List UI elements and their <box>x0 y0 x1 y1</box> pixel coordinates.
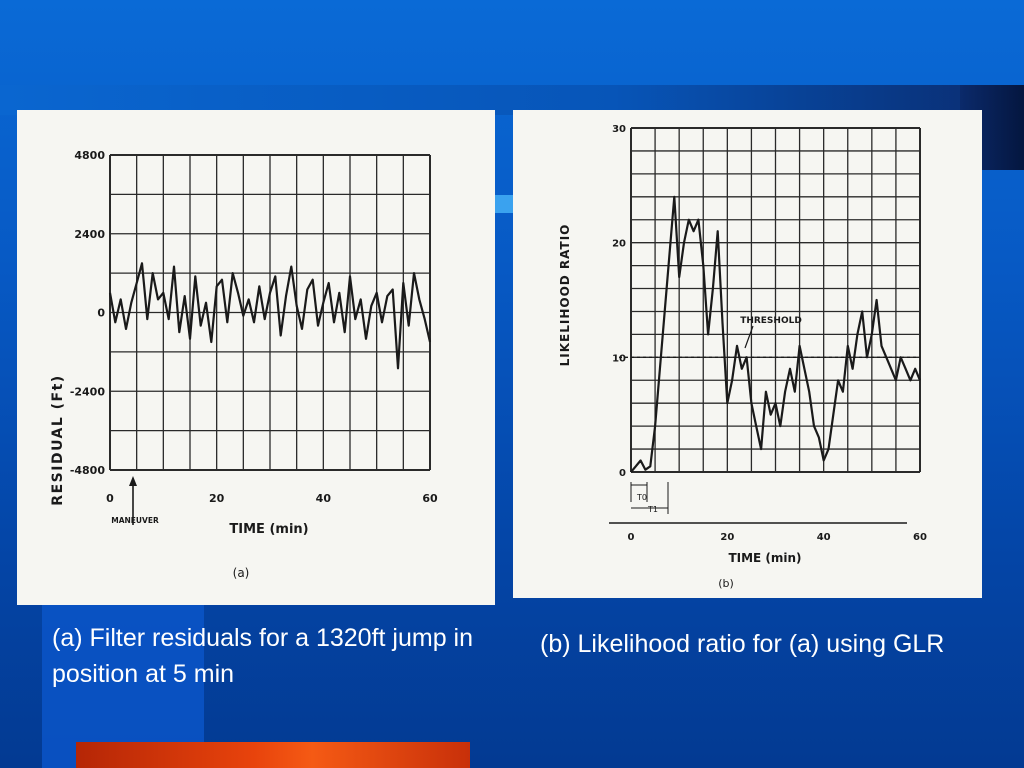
x-tick-label: 20 <box>720 532 734 543</box>
x-tick-label: 40 <box>316 492 332 505</box>
threshold-label: THRESHOLD <box>740 316 802 326</box>
left-accent-column <box>42 600 204 768</box>
y-tick-label: 20 <box>612 239 626 250</box>
y-tick-label: -2400 <box>70 385 106 398</box>
caption-likelihood-ratio: (b) Likelihood ratio for (a) using GLR <box>540 630 945 658</box>
likelihood-chart: 0 10 20 30 0 20 40 60 THRESHOLD LIKELIHOOD RAT… <box>558 124 927 590</box>
residual-chart: 4800 2400 0 -2400 -4800 0 20 40 60 RESIDUAL (Ft… <box>50 149 438 580</box>
residual-chart-panel: 4800 2400 0 -2400 -4800 0 20 40 60 RESIDUAL (Ft… <box>17 110 495 605</box>
likelihood-chart-panel: 0 10 20 30 0 20 40 60 THRESHOLD LIKELIHOOD RAT… <box>513 110 982 598</box>
residual-chart-grid <box>109 154 431 471</box>
maneuver-annotation: MANEUVER <box>111 516 159 525</box>
y-tick-label: 10 <box>612 353 626 364</box>
y-tick-label: 30 <box>612 124 626 135</box>
y-tick-label: 0 <box>619 468 626 479</box>
x-tick-label: 60 <box>913 532 927 543</box>
x-tick-label: 0 <box>106 492 114 505</box>
likelihood-panel-label: (b) <box>718 577 734 590</box>
x-tick-label: 40 <box>817 532 831 543</box>
likelihood-y-axis-label: LIKELIHOOD RATIO <box>558 224 572 367</box>
residual-panel-label: (a) <box>233 566 250 580</box>
maneuver-arrow-head <box>129 476 137 486</box>
threshold-pointer <box>744 325 754 349</box>
y-tick-label: 0 <box>97 307 105 320</box>
x-tick-label: 60 <box>422 492 438 505</box>
y-tick-label: 2400 <box>74 228 105 241</box>
y-tick-label: -4800 <box>70 464 106 477</box>
interval-label-t0: T0 <box>636 493 647 502</box>
likelihood-x-axis-label: TIME (min) <box>728 551 801 565</box>
y-tick-label: 4800 <box>74 149 105 162</box>
interval-label-t1: T1 <box>647 505 658 514</box>
residual-x-axis-label: TIME (min) <box>229 522 308 537</box>
likelihood-series-line <box>630 195 922 473</box>
residual-series-line <box>108 262 432 370</box>
x-tick-label: 0 <box>628 532 635 543</box>
red-accent-bar <box>76 742 470 768</box>
x-tick-label: 20 <box>209 492 225 505</box>
caption-filter-residuals: (a) Filter residuals for a 1320ft jump i… <box>52 624 474 688</box>
residual-y-axis-label: RESIDUAL (Ft) <box>50 374 66 505</box>
